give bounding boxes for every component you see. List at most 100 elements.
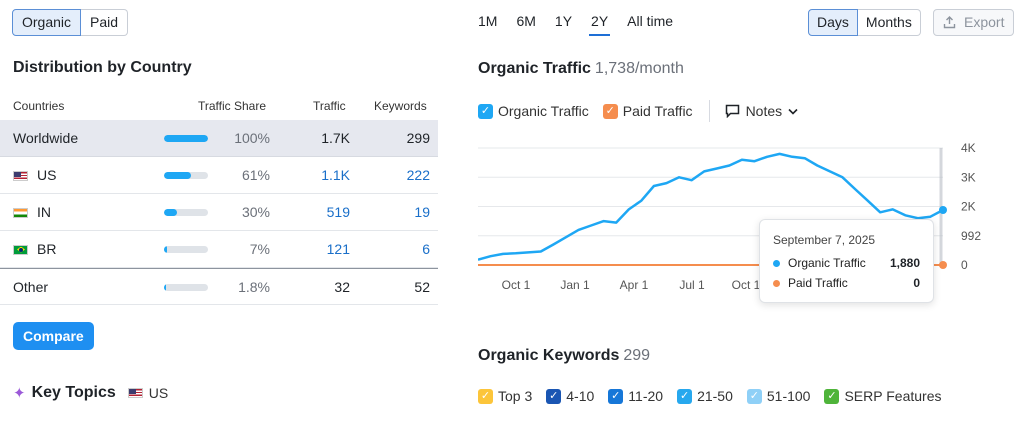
chevron-down-icon: [788, 108, 798, 115]
paid-traffic-label: Paid Traffic: [622, 103, 693, 119]
share-bar-fill: [164, 135, 208, 142]
months-button[interactable]: Months: [857, 9, 921, 36]
share-bar-fill: [164, 209, 178, 216]
table-row-in[interactable]: IN 30% 519 19: [0, 194, 438, 231]
checkmark-icon: ✓: [824, 388, 840, 404]
in-flag-icon: [13, 207, 28, 218]
share-bar: [164, 172, 208, 179]
table-header: Countries Traffic Share Traffic Keywords: [0, 95, 438, 120]
divider: [708, 100, 710, 122]
chart-legend: ✓ Organic Traffic ✓ Paid Traffic Notes: [478, 100, 798, 122]
checkmark-icon: ✓: [746, 388, 762, 404]
share-bar: [164, 284, 208, 291]
key-topics: ✦ Key Topics US: [13, 384, 168, 402]
checkmark-icon: ✓: [478, 388, 493, 404]
kw-top3-checkbox[interactable]: ✓ Top 3: [478, 388, 532, 404]
compare-button[interactable]: Compare: [13, 322, 94, 350]
table-row-worldwide[interactable]: Worldwide 100% 1.7K 299: [0, 120, 438, 157]
country-name: IN: [13, 194, 51, 231]
range-all-time[interactable]: All time: [627, 13, 674, 29]
x-tick-label: Apr 1: [620, 278, 649, 292]
us-flag-icon: [13, 170, 28, 181]
paid-dot-icon: [773, 279, 780, 287]
tooltip-organic-row: Organic Traffic 1,880: [773, 256, 920, 270]
share-value: 7%: [249, 241, 270, 257]
country-label: IN: [37, 204, 51, 220]
checkmark-icon: ✓: [608, 388, 624, 404]
kw-51-100-label: 51-100: [766, 388, 811, 404]
comment-icon: [725, 104, 739, 118]
traffic-chart[interactable]: 4K 3K 2K 992 0 Oct 1 Jan 1 Apr 1 Jul 1 Oct 1: [478, 138, 988, 298]
x-axis-ticks: Oct 1 Jan 1 Apr 1 Jul 1 Oct 1: [502, 278, 761, 292]
organic-traffic-checkbox[interactable]: ✓ Organic Traffic: [478, 103, 589, 119]
notes-dropdown[interactable]: Notes: [725, 103, 799, 119]
keywords-link[interactable]: 6: [422, 241, 430, 257]
keywords-link[interactable]: 222: [406, 167, 430, 183]
export-label: Export: [964, 14, 1005, 30]
kw-21-50-checkbox[interactable]: ✓ 21-50: [677, 388, 733, 404]
date-range-tabs: 1M 6M 1Y 2Y All time: [478, 13, 692, 36]
x-tick-label: Oct 1: [732, 278, 761, 292]
traffic-value: 32: [334, 279, 350, 295]
export-button[interactable]: Export: [933, 9, 1015, 36]
kw-4-10-label: 4-10: [566, 388, 595, 404]
sparkle-icon: ✦: [13, 385, 26, 402]
distribution-title: Distribution by Country: [13, 59, 192, 76]
country-label: Worldwide: [13, 130, 79, 146]
col-traffic[interactable]: Traffic: [313, 99, 346, 113]
table-row-other[interactable]: Other 1.8% 32 52: [0, 268, 438, 305]
share-value: 30%: [241, 204, 270, 220]
traffic-link[interactable]: 1.1K: [321, 167, 350, 183]
country-name: US: [13, 157, 56, 194]
country-label: BR: [37, 241, 57, 257]
range-2y[interactable]: 2Y: [589, 13, 611, 36]
kw-4-10-checkbox[interactable]: ✓ 4-10: [546, 388, 594, 404]
granularity-toggle: Days Months: [808, 9, 921, 36]
traffic-link[interactable]: 121: [326, 241, 350, 257]
checkmark-icon: ✓: [677, 388, 693, 404]
country-label: Other: [13, 279, 49, 295]
organic-keywords-header: Organic Keywords 299: [478, 347, 650, 365]
paid-toggle-button[interactable]: Paid: [81, 9, 129, 36]
key-topics-country[interactable]: US: [127, 385, 168, 401]
kw-11-20-checkbox[interactable]: ✓ 11-20: [608, 388, 663, 404]
range-1y[interactable]: 1Y: [554, 13, 573, 29]
table-row-us[interactable]: US 61% 1.1K 222: [0, 157, 438, 194]
y-tick-label: 0: [961, 258, 968, 272]
us-flag-icon: [127, 388, 143, 398]
x-tick-label: Jan 1: [560, 278, 590, 292]
traffic-link[interactable]: 519: [326, 204, 350, 220]
share-bar-fill: [164, 284, 166, 291]
key-topics-title: Key Topics: [31, 384, 116, 401]
kw-51-100-checkbox[interactable]: ✓ 51-100: [746, 388, 811, 404]
col-keywords[interactable]: Keywords: [374, 99, 427, 113]
col-traffic-share[interactable]: Traffic Share: [198, 99, 267, 113]
y-tick-label: 992: [961, 229, 981, 243]
organic-traffic-title: Organic Traffic: [478, 60, 591, 77]
table-row-br[interactable]: BR 7% 121 6: [0, 231, 438, 268]
days-button[interactable]: Days: [808, 9, 858, 36]
traffic-value: 1.7K: [321, 130, 350, 146]
export-icon: [943, 16, 956, 29]
share-value: 1.8%: [238, 279, 270, 295]
share-bar: [164, 135, 208, 142]
kw-11-20-label: 11-20: [628, 388, 664, 404]
paid-traffic-point: [939, 261, 947, 269]
kw-serp-features-label: SERP Features: [844, 388, 942, 404]
keywords-value: 299: [406, 130, 430, 146]
paid-traffic-checkbox[interactable]: ✓ Paid Traffic: [602, 103, 693, 119]
range-1m[interactable]: 1M: [478, 13, 498, 29]
share-value: 100%: [234, 130, 270, 146]
keywords-link[interactable]: 19: [414, 204, 430, 220]
tooltip-date: September 7, 2025: [773, 233, 876, 247]
tooltip-paid-label: Paid Traffic: [788, 276, 848, 290]
organic-toggle-button[interactable]: Organic: [12, 9, 82, 36]
country-name: BR: [13, 231, 56, 268]
kw-serp-features-checkbox[interactable]: ✓ SERP Features: [824, 388, 941, 404]
y-tick-label: 3K: [961, 170, 976, 184]
organic-traffic-line: [478, 152, 944, 261]
country-table: Countries Traffic Share Traffic Keywords…: [0, 95, 438, 305]
x-tick-label: Jul 1: [679, 278, 705, 292]
range-6m[interactable]: 6M: [516, 13, 536, 29]
keywords-legend: ✓ Top 3 ✓ 4-10 ✓ 11-20 ✓ 21-50 ✓ 51-100 ✓ SERP…: [478, 388, 955, 404]
